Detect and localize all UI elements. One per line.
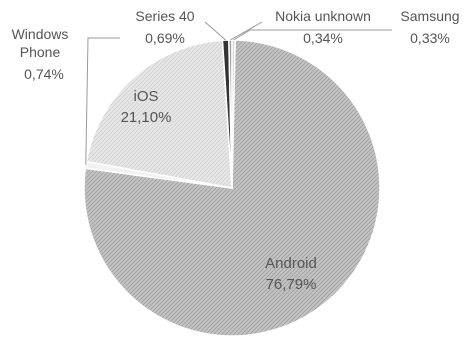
label-samsung-name: Samsung — [400, 8, 459, 24]
label-windows-phone-name-line2: Phone — [20, 44, 61, 60]
slice-ios — [85, 39, 233, 189]
label-android-value: 76,79% — [266, 276, 317, 293]
label-ios-name: iOS — [133, 88, 158, 105]
leader-line-samsung — [233, 29, 392, 41]
slice-samsung — [231, 39, 236, 189]
label-series40-name: Series 40 — [135, 8, 194, 24]
label-samsung-value: 0,33% — [410, 30, 450, 46]
label-android-name: Android — [265, 255, 317, 272]
leader-lines — [85, 21, 392, 165]
pie-slices — [83, 39, 381, 337]
label-series40-value: 0,69% — [145, 30, 185, 46]
label-ios-value: 21,10% — [121, 109, 172, 126]
label-nokia-unknown-value: 0,34% — [303, 30, 343, 46]
leader-line-series-40 — [204, 21, 227, 41]
leader-line-nokia-unknown — [230, 21, 263, 41]
label-windows-phone-name-line1: Windows — [12, 26, 69, 42]
label-windows-phone-value: 0,74% — [24, 66, 64, 82]
label-nokia-unknown-name: Nokia unknown — [275, 8, 371, 24]
leader-line-windows-phone — [85, 37, 120, 165]
